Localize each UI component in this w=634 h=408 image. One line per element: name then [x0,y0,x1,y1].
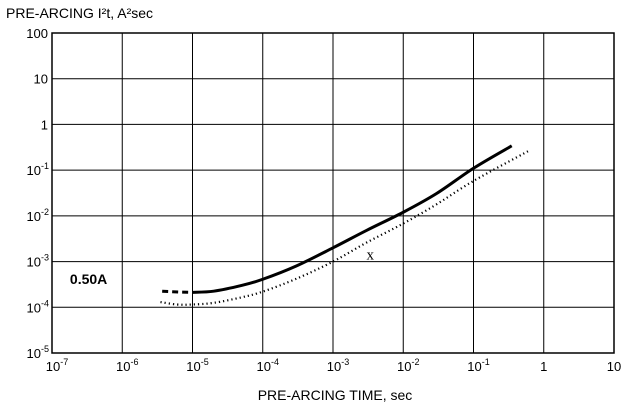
marker-x-label: x [367,248,375,264]
y-tick-label: 10-2 [27,207,49,224]
x-tick-label: 10-5 [186,357,208,374]
plot-frame [51,32,615,354]
x-tick-label: 10-1 [467,357,489,374]
x-tick-label: 10-3 [327,357,349,374]
series-label-0-50a: 0.50A [70,271,107,287]
annotations: 0.50A x [70,248,375,288]
tick-labels: 10-7 10-6 10-5 10-4 10-3 10-2 10-1 1 10 100 10 1 10-… [26,26,621,374]
y-axis-title: PRE-ARCING I²t, A²sec [6,5,153,21]
x-axis-title: PRE-ARCING TIME, sec [258,387,413,403]
grid [51,32,615,354]
y-tick-label: 10-3 [27,253,49,270]
x-tick-label: 10 [607,359,621,374]
y-tick-label: 1 [41,117,48,132]
y-tick-label: 10 [34,72,48,87]
series-layer [160,144,529,306]
y-tick-label: 100 [26,26,48,41]
x-tick-label: 10-2 [397,357,419,374]
y-tick-label: 10-5 [27,344,49,361]
series-dotted-line [160,150,529,306]
x-tick-label: 10-7 [46,357,68,374]
y-tick-label: 10-4 [27,298,49,315]
series-0-50a-dashed-start [162,289,193,294]
x-tick-label: 1 [540,359,547,374]
x-tick-label: 10-4 [257,357,279,374]
x-tick-label: 10-6 [116,357,138,374]
series-0-50a-line [192,144,513,294]
y-tick-label: 10-1 [27,161,49,178]
